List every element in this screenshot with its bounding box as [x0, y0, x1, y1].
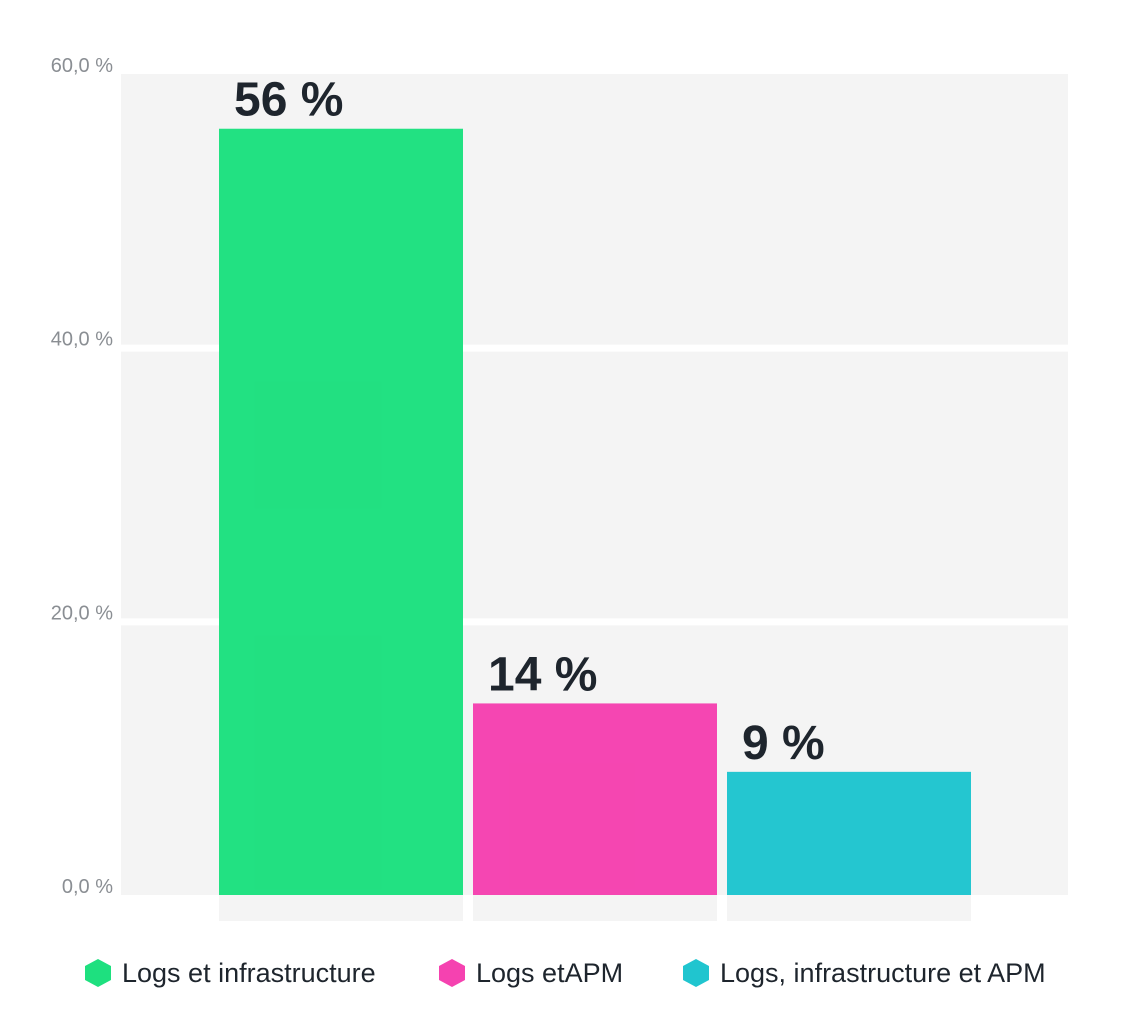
legend: Logs et infrastructure Logs etAPM Logs, … [0, 953, 1124, 993]
y-tick-label: 40,0 % [51, 329, 113, 351]
legend-label: Logs et infrastructure [122, 957, 376, 988]
hexagon-icon [439, 959, 465, 987]
hexagon-icon [85, 959, 111, 987]
bar-base-strip [473, 895, 717, 921]
bar [219, 128, 463, 895]
bar [473, 703, 717, 895]
data-label: 14 % [488, 648, 597, 701]
legend-label: Logs, infrastructure et APM [720, 957, 1046, 988]
y-tick-label: 20,0 % [51, 602, 113, 624]
legend-item-logs-apm[interactable]: Logs etAPM [438, 953, 623, 993]
legend-item-logs-infrastructure[interactable]: Logs et infrastructure [84, 953, 376, 993]
data-labels: 56 % 14 % 9 % [234, 74, 825, 770]
data-label: 9 % [742, 717, 825, 770]
data-label: 56 % [234, 74, 343, 127]
bars [219, 128, 971, 921]
legend-item-logs-infrastructure-apm[interactable]: Logs, infrastructure et APM [682, 953, 1046, 993]
bar-base-strip [727, 895, 971, 921]
y-axis: 0,0 % 20,0 % 40,0 % 60,0 % [51, 55, 113, 898]
bar-chart: 0,0 % 20,0 % 40,0 % 60,0 % 56 % 14 % 9 % [51, 55, 1068, 921]
y-tick-label: 60,0 % [51, 55, 113, 77]
hexagon-icon [683, 959, 709, 987]
bar-base-strip [219, 895, 463, 921]
legend-label: Logs etAPM [476, 957, 624, 988]
bar [727, 771, 971, 895]
y-tick-label: 0,0 % [62, 876, 113, 898]
